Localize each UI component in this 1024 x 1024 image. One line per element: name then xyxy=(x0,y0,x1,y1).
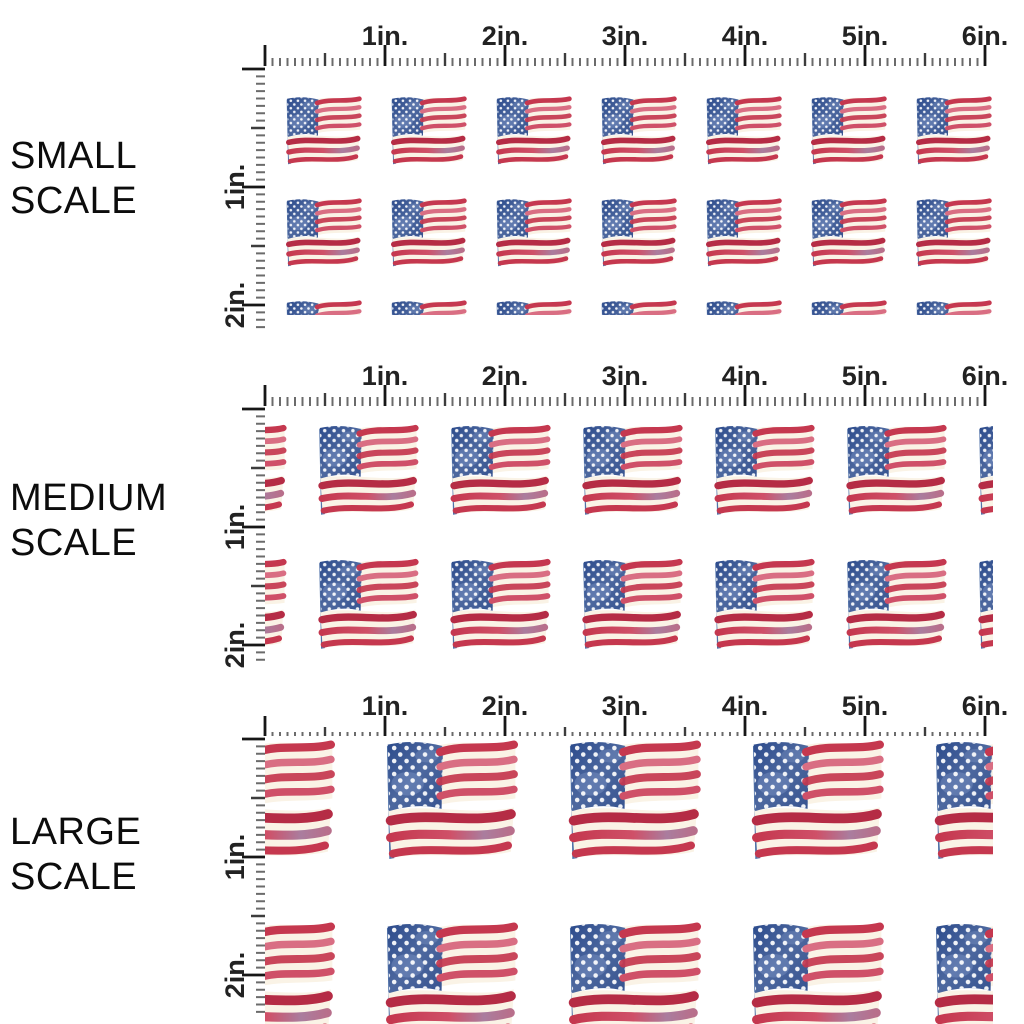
flag-motif xyxy=(738,738,886,862)
horizontal-ruler-inch-label: 1in. xyxy=(362,691,409,721)
flag-motif xyxy=(572,557,684,651)
horizontal-ruler-inch-label: 2in. xyxy=(482,691,529,721)
horizontal-ruler-inch-label: 3in. xyxy=(602,361,649,391)
flag-motif xyxy=(908,197,993,268)
flag-motif xyxy=(572,423,684,517)
scale-label-line2: SCALE xyxy=(10,180,138,222)
vertical-ruler-inch-label: 2in. xyxy=(220,282,250,329)
flag-motif xyxy=(803,299,888,315)
horizontal-ruler-inch-label: 3in. xyxy=(602,691,649,721)
vertical-ruler-inch-label: 1in. xyxy=(220,834,250,881)
horizontal-ruler-inch-label: 4in. xyxy=(722,21,769,51)
small-scale-label: SMALL SCALE xyxy=(10,134,137,224)
flag-motif xyxy=(372,738,520,862)
flag-motif xyxy=(555,920,703,1024)
flag-motif xyxy=(278,95,363,166)
scale-label-line1: MEDIUM xyxy=(10,477,168,519)
horizontal-ruler-inch-label: 3in. xyxy=(602,21,649,51)
horizontal-ruler-inch-label: 5in. xyxy=(842,21,889,51)
flag-motif xyxy=(265,557,288,651)
flag-motif xyxy=(278,197,363,268)
horizontal-ruler-inch-label: 6in. xyxy=(962,361,1009,391)
flag-motif xyxy=(803,95,888,166)
flag-motif xyxy=(704,557,816,651)
flag-motif xyxy=(440,557,552,651)
flag-motif xyxy=(383,197,468,268)
scale-label-line2: SCALE xyxy=(10,522,138,564)
scale-label-line1: SMALL xyxy=(10,135,138,177)
horizontal-ruler-inch-label: 6in. xyxy=(962,691,1009,721)
flag-motif xyxy=(265,920,337,1024)
flag-motif xyxy=(488,197,573,268)
vertical-ruler-inch-label: 2in. xyxy=(220,622,250,669)
flag-motif xyxy=(593,197,678,268)
flag-motif xyxy=(555,738,703,862)
vertical-ruler-inch-label: 1in. xyxy=(220,504,250,551)
horizontal-ruler-inch-label: 6in. xyxy=(962,21,1009,51)
flag-motif xyxy=(488,95,573,166)
flag-motif xyxy=(698,197,783,268)
flag-motif xyxy=(372,920,520,1024)
pattern-swatch-large-scale xyxy=(265,736,993,1024)
flag-motif xyxy=(704,423,816,517)
flag-motif xyxy=(265,738,337,862)
flag-motif xyxy=(908,299,993,315)
flag-motif xyxy=(308,423,420,517)
flag-motif xyxy=(308,557,420,651)
horizontal-ruler-inch-label: 5in. xyxy=(842,361,889,391)
horizontal-ruler-inch-label: 2in. xyxy=(482,361,529,391)
flag-motif xyxy=(593,299,678,315)
pattern-swatch-medium-scale xyxy=(265,406,993,654)
large-scale-label: LARGE SCALE xyxy=(10,810,141,900)
scale-label-line1: LARGE xyxy=(10,811,142,853)
vertical-ruler-inch-label: 1in. xyxy=(220,164,250,211)
flag-motif xyxy=(836,423,948,517)
flag-motif xyxy=(908,95,993,166)
horizontal-ruler-inch-label: 1in. xyxy=(362,361,409,391)
flag-motif xyxy=(836,557,948,651)
flag-motif xyxy=(698,95,783,166)
flag-motif xyxy=(968,557,993,651)
flag-motif xyxy=(698,299,783,315)
vertical-ruler-inch-label: 2in. xyxy=(220,952,250,999)
flag-motif xyxy=(488,299,573,315)
flag-motif xyxy=(278,299,363,315)
flag-motif xyxy=(921,920,993,1024)
horizontal-ruler-inch-label: 2in. xyxy=(482,21,529,51)
flag-motif xyxy=(738,920,886,1024)
flag-motif xyxy=(921,738,993,862)
flag-motif xyxy=(968,423,993,517)
flag-motif xyxy=(265,423,288,517)
flag-motif xyxy=(383,95,468,166)
flag-motif xyxy=(593,95,678,166)
horizontal-ruler-inch-label: 1in. xyxy=(362,21,409,51)
flag-motif xyxy=(440,423,552,517)
flag-motif xyxy=(383,299,468,315)
scale-label-line2: SCALE xyxy=(10,856,138,898)
pattern-swatch-small-scale xyxy=(265,66,993,315)
flag-motif xyxy=(803,197,888,268)
horizontal-ruler-inch-label: 5in. xyxy=(842,691,889,721)
medium-scale-label: MEDIUM SCALE xyxy=(10,476,167,566)
horizontal-ruler-inch-label: 4in. xyxy=(722,691,769,721)
horizontal-ruler-inch-label: 4in. xyxy=(722,361,769,391)
